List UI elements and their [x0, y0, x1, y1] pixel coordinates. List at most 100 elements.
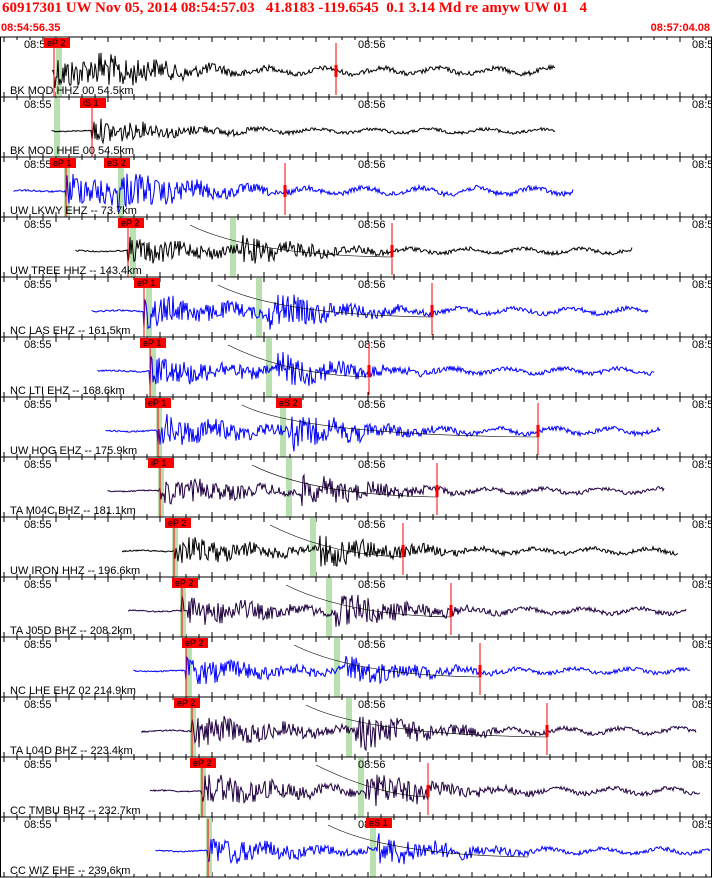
phase-window: [56, 38, 62, 97]
trace-panel: 08:55 08:56 08:5 eP 2 CC TMBU BHZ -- 232.7km: [0, 756, 712, 817]
pick-label: eP 2: [177, 698, 195, 708]
pick-label: eS 1: [369, 818, 388, 828]
phase-window: [206, 818, 212, 877]
pick-label: eP 2: [193, 758, 211, 768]
time-label-mid: 08:56: [358, 759, 386, 771]
station-label: UW TREE HHZ -- 143.4km: [10, 265, 142, 277]
waveform: [51, 118, 556, 145]
time-label-mid: 08:56: [358, 279, 386, 291]
coda-marker-tick: [430, 305, 434, 317]
coda-marker-tick: [334, 65, 338, 77]
time-label-right: 08:5: [692, 159, 712, 171]
phase-window: [230, 218, 236, 277]
station-label: CC WIZ EHE -- 239.6km: [10, 865, 130, 877]
time-label-left: 08:55: [24, 399, 52, 411]
trace-panel: 08:55 08:56 08:5 eP 1 eS 2 UW LKWY EHZ -- 73.…: [0, 156, 712, 217]
trace-panel: 08:55 08:56 08:5 eP 1 eS 2 UW HOG EHZ -- 175.…: [0, 396, 712, 457]
time-label-right: 08:5: [692, 579, 712, 591]
station-label: UW IRON HHZ -- 196.6km: [10, 565, 140, 577]
phase-window: [256, 278, 262, 337]
coda-marker-tick: [390, 245, 394, 257]
waveform: [13, 173, 574, 213]
station-label: NC LTI EHZ -- 168.6km: [10, 385, 125, 397]
pick-label: eS 2: [107, 158, 126, 168]
phase-window: [180, 578, 186, 637]
pick-label: iS 1: [83, 98, 99, 108]
waveform: [121, 535, 679, 567]
phase-window: [146, 278, 152, 337]
travel-time-curve: [305, 704, 548, 738]
time-label-mid: 08:56: [358, 399, 386, 411]
coda-marker-tick: [367, 365, 371, 377]
time-label-left: 08:55: [24, 459, 52, 471]
trace-panel: 08:55 08:56 08:5 eP 1 NC LTI EHZ -- 168.6km: [0, 336, 712, 397]
phase-window: [346, 698, 352, 757]
waveform: [133, 655, 691, 685]
time-label-right: 08:5: [692, 699, 712, 711]
pick-box: [165, 518, 191, 528]
phase-window: [200, 758, 206, 817]
time-label-right: 08:5: [692, 39, 712, 51]
time-label-right: 08:5: [692, 99, 712, 111]
pick-box: [182, 638, 208, 648]
travel-time-curve: [217, 284, 433, 318]
coda-marker-tick: [449, 605, 453, 617]
travel-time-curve: [327, 824, 529, 858]
time-label-right: 08:5: [692, 279, 712, 291]
trace-panel: 08:55 08:56 08:5 eP 1 NC LAS EHZ -- 161.5km: [0, 276, 712, 337]
event-header-title: 60917301 UW Nov 05, 2014 08:54:57.03 41.…: [2, 0, 587, 16]
time-label-mid: 08:56: [358, 519, 386, 531]
trace-panel: 08:55 08:56 08:5 iS 1 BK MOD HHE 00 54.5km: [0, 96, 712, 157]
phase-window: [326, 578, 332, 637]
trace-panel: 08:55 08:56 08:5eP 2BK MOD HHZ 00 54.5km: [0, 36, 712, 97]
pick-label: eP 2: [175, 578, 193, 588]
pick-box: [44, 38, 70, 48]
time-label-left: 08:55: [24, 279, 52, 291]
time-label-right: 08:5: [692, 219, 712, 231]
phase-window: [158, 458, 164, 517]
coda-marker-tick: [435, 485, 439, 497]
travel-time-curve: [293, 644, 481, 678]
pick-box: [276, 398, 302, 408]
waveform: [149, 774, 701, 807]
pick-label: eP 1: [53, 158, 71, 168]
waveform: [97, 351, 655, 387]
station-label: NC LAS EHZ -- 161.5km: [10, 325, 130, 337]
phase-window: [150, 338, 156, 397]
time-label-left: 08:55: [24, 339, 52, 351]
pick-label: eP 2: [168, 518, 186, 528]
phase-window: [358, 758, 364, 817]
pick-label: eP 1: [137, 278, 155, 288]
pick-box: [366, 818, 392, 828]
time-label-mid: 08:56: [358, 579, 386, 591]
station-label: TA M04C BHZ -- 181.1km: [10, 505, 136, 517]
coda-marker-tick: [283, 185, 287, 197]
pick-box: [174, 698, 200, 708]
time-label-left: 08:55: [24, 639, 52, 651]
time-label-left: 08:55: [24, 819, 52, 831]
phase-window: [280, 398, 286, 457]
time-label-left: 08:55: [24, 219, 52, 231]
time-label-mid: 08:56: [358, 459, 386, 471]
pick-box: [140, 338, 166, 348]
pick-label: eP 1: [148, 398, 166, 408]
pick-label: iP 1: [151, 458, 166, 468]
travel-time-curve: [251, 464, 438, 498]
station-label: TA J05D BHZ -- 208.2km: [10, 625, 132, 637]
time-label-left: 08:55: [24, 159, 52, 171]
coda-marker-tick: [401, 545, 405, 557]
phase-window: [64, 158, 70, 217]
station-label: CC TMBU BHZ -- 232.7km: [10, 805, 141, 817]
time-label-left: 08:55: [24, 759, 52, 771]
time-label-mid: 08:56: [358, 39, 386, 51]
travel-time-curve: [285, 584, 452, 618]
phase-window: [370, 818, 376, 877]
travel-time-curve: [315, 764, 429, 798]
pick-label: eP 2: [47, 38, 65, 48]
travel-time-curve: [227, 344, 370, 378]
time-label-right: 08:5: [692, 339, 712, 351]
waveform: [141, 715, 697, 752]
waveform: [51, 52, 555, 89]
time-label-mid: 08:56: [358, 699, 386, 711]
pick-label: eP 2: [121, 218, 139, 228]
